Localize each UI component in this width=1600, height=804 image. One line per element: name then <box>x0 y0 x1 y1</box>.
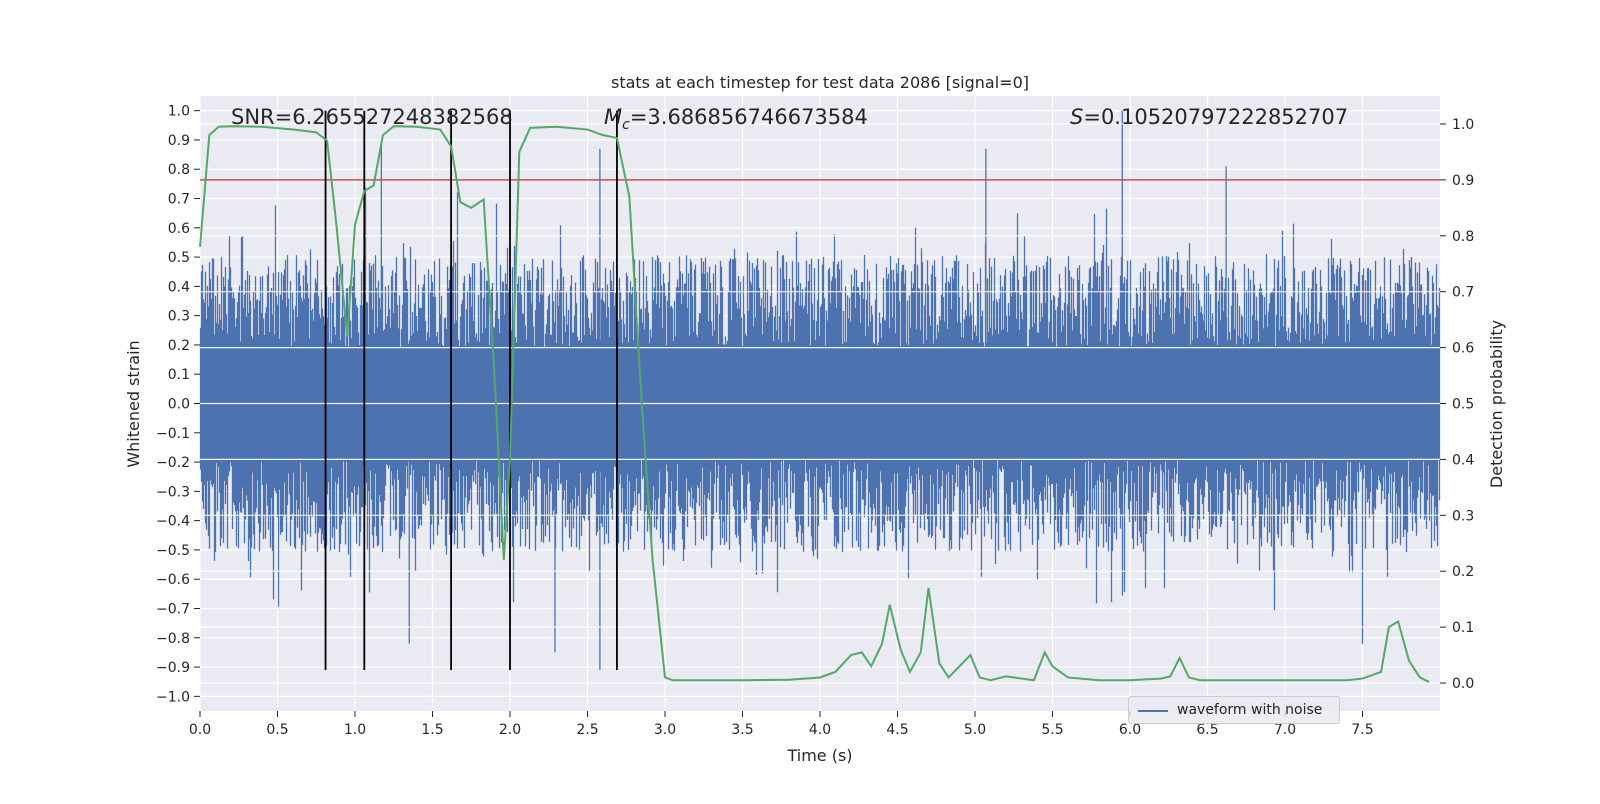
y-axis-label-right: Detection probability <box>1487 320 1506 488</box>
y-tick-label-right: 0.8 <box>1452 229 1474 245</box>
x-tick-label: 4.5 <box>886 722 908 738</box>
s-annotation: S=0.10520797222852707 <box>1070 105 1348 129</box>
y-tick-label-left: −0.4 <box>156 514 190 530</box>
y-tick-label-left: −0.2 <box>156 455 190 471</box>
probability-trace <box>199 125 1430 683</box>
y-tick-label-left: −0.7 <box>156 602 190 618</box>
x-tick-label: 4.0 <box>809 722 831 738</box>
y-tick-label-right: 0.5 <box>1452 397 1474 413</box>
y-tick-label-left: 0.3 <box>168 309 190 325</box>
y-tick-label-right: 0.7 <box>1452 285 1474 301</box>
y-tick-label-left: 0.6 <box>168 221 190 237</box>
vertical-markers <box>324 110 618 670</box>
x-tick-label: 1.0 <box>344 722 366 738</box>
mc-symbol: M <box>604 105 622 129</box>
y-tick-label-left: 0.0 <box>168 397 190 413</box>
y-tick-label-left: −0.1 <box>156 426 190 442</box>
legend: waveform with noise <box>1128 696 1340 724</box>
chart-title: stats at each timestep for test data 208… <box>611 73 1029 92</box>
mc-annotation: Mc=3.686856746673584 <box>604 105 868 133</box>
mc-subscript: c <box>622 117 630 133</box>
y-tick-label-left: 0.5 <box>168 250 190 266</box>
y-axis-label-left: Whitened strain <box>124 340 143 467</box>
x-tick-label: 3.0 <box>654 722 676 738</box>
x-tick-label: 6.0 <box>1119 722 1141 738</box>
legend-label-waveform: waveform with noise <box>1177 702 1323 718</box>
y-tick-label-right: 0.4 <box>1452 452 1474 468</box>
x-tick-label: 6.5 <box>1196 722 1218 738</box>
x-tick-label: 5.0 <box>964 722 986 738</box>
y-tick-label-left: −0.5 <box>156 543 190 559</box>
x-tick-label: 7.5 <box>1351 722 1373 738</box>
y-tick-label-right: 0.6 <box>1452 341 1474 357</box>
y-tick-label-left: 1.0 <box>168 104 190 120</box>
y-tick-label-right: 1.0 <box>1452 117 1474 133</box>
y-tick-label-right: 0.3 <box>1452 508 1474 524</box>
x-tick-label: 0.0 <box>189 722 211 738</box>
x-tick-label: 2.0 <box>499 722 521 738</box>
y-tick-label-left: 0.8 <box>168 162 190 178</box>
x-axis-label: Time (s) <box>786 746 852 765</box>
y-tick-label-left: −0.3 <box>156 484 190 500</box>
y-tick-label-right: 0.2 <box>1452 564 1474 580</box>
x-tick-label: 5.5 <box>1041 722 1063 738</box>
y-tick-label-left: 0.7 <box>168 192 190 208</box>
mc-value: =3.686856746673584 <box>630 105 868 129</box>
y-tick-label-left: 0.1 <box>168 367 190 383</box>
y-tick-label-left: −1.0 <box>156 689 190 705</box>
y-tick-label-left: 0.4 <box>168 279 190 295</box>
x-tick-label: 7.0 <box>1274 722 1296 738</box>
y-tick-label-right: 0.0 <box>1452 676 1474 692</box>
y-tick-label-left: 0.2 <box>168 338 190 354</box>
y-tick-label-left: −0.9 <box>156 660 190 676</box>
ticks: 0.0 0.5 1.0 1.5 2.0 2.5 3.0 3.5 4.0 4.5 5.0 5.5 6.0 6… <box>156 104 1474 738</box>
y-tick-label-left: 0.9 <box>168 133 190 149</box>
x-tick-label: 0.5 <box>266 722 288 738</box>
probability-line <box>199 125 1430 683</box>
x-tick-label: 1.5 <box>421 722 443 738</box>
x-tick-label: 2.5 <box>576 722 598 738</box>
s-symbol: S <box>1070 105 1083 129</box>
legend-swatch-waveform <box>1138 710 1168 712</box>
y-tick-label-left: −0.8 <box>156 631 190 647</box>
y-tick-label-right: 0.9 <box>1452 173 1474 189</box>
y-tick-label-right: 0.1 <box>1452 620 1474 636</box>
s-value: =0.10520797222852707 <box>1083 105 1348 129</box>
x-tick-label: 3.5 <box>731 722 753 738</box>
y-tick-label-left: −0.6 <box>156 572 190 588</box>
snr-annotation: SNR=6.265527248382568 <box>231 105 513 129</box>
